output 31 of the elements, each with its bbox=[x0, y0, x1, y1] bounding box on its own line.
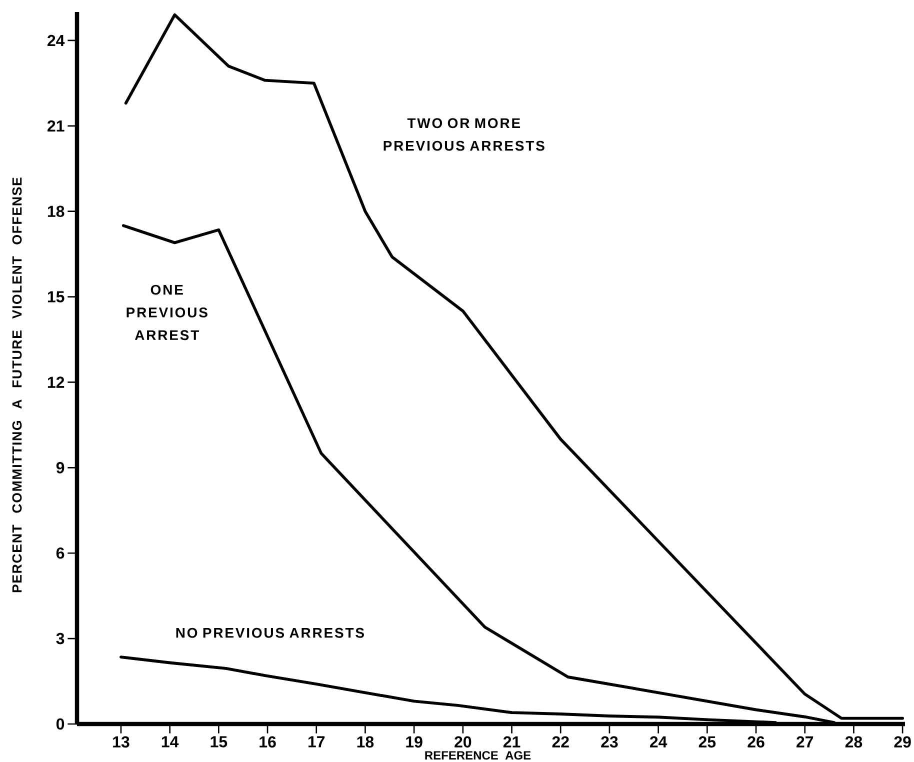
y-tick-label: 6 bbox=[56, 547, 64, 559]
y-tick-label: 9 bbox=[56, 462, 64, 474]
x-tick-label: 28 bbox=[845, 736, 862, 748]
y-tick-label: 24 bbox=[48, 34, 65, 46]
y-tick-label: 15 bbox=[48, 291, 64, 302]
x-tick-label: 16 bbox=[260, 736, 276, 748]
x-tick-label: 26 bbox=[748, 736, 764, 748]
x-tick-label: 22 bbox=[552, 736, 569, 748]
x-tick-label: 20 bbox=[454, 736, 472, 748]
x-tick-label: 21 bbox=[503, 736, 520, 748]
x-tick-label: 17 bbox=[308, 736, 325, 748]
y-tick-label: 0 bbox=[56, 718, 64, 730]
y-tick-label: 18 bbox=[48, 206, 64, 217]
x-tick-label: 15 bbox=[210, 736, 228, 748]
x-tick-label: 14 bbox=[162, 736, 179, 748]
x-tick-label: 13 bbox=[113, 736, 130, 748]
y-tick-label: 12 bbox=[48, 376, 64, 388]
x-tick-label: 23 bbox=[601, 736, 618, 748]
text: ONE PREVIOUS ARREST bbox=[126, 284, 208, 340]
y-tick-label: 3 bbox=[56, 632, 64, 644]
x-tick-label: 29 bbox=[894, 736, 911, 748]
y-tick-label: 21 bbox=[48, 120, 64, 132]
y-axis-title: PERCENT COMMITTING A FUTURE VIOLENT OFFENSE bbox=[12, 178, 22, 592]
x-tick-label: 27 bbox=[796, 736, 814, 748]
x-tick-label: 24 bbox=[650, 736, 668, 748]
series-label: NO PREVIOUS ARRESTS bbox=[176, 628, 364, 638]
x-axis-title: REFERENCE AGE bbox=[425, 751, 531, 760]
x-tick-label: 18 bbox=[357, 736, 374, 748]
x-tick-label: 25 bbox=[698, 736, 716, 748]
x-tick-label: 19 bbox=[406, 736, 422, 748]
text: TWO OR MORE PREVIOUS ARRESTS bbox=[384, 118, 544, 151]
